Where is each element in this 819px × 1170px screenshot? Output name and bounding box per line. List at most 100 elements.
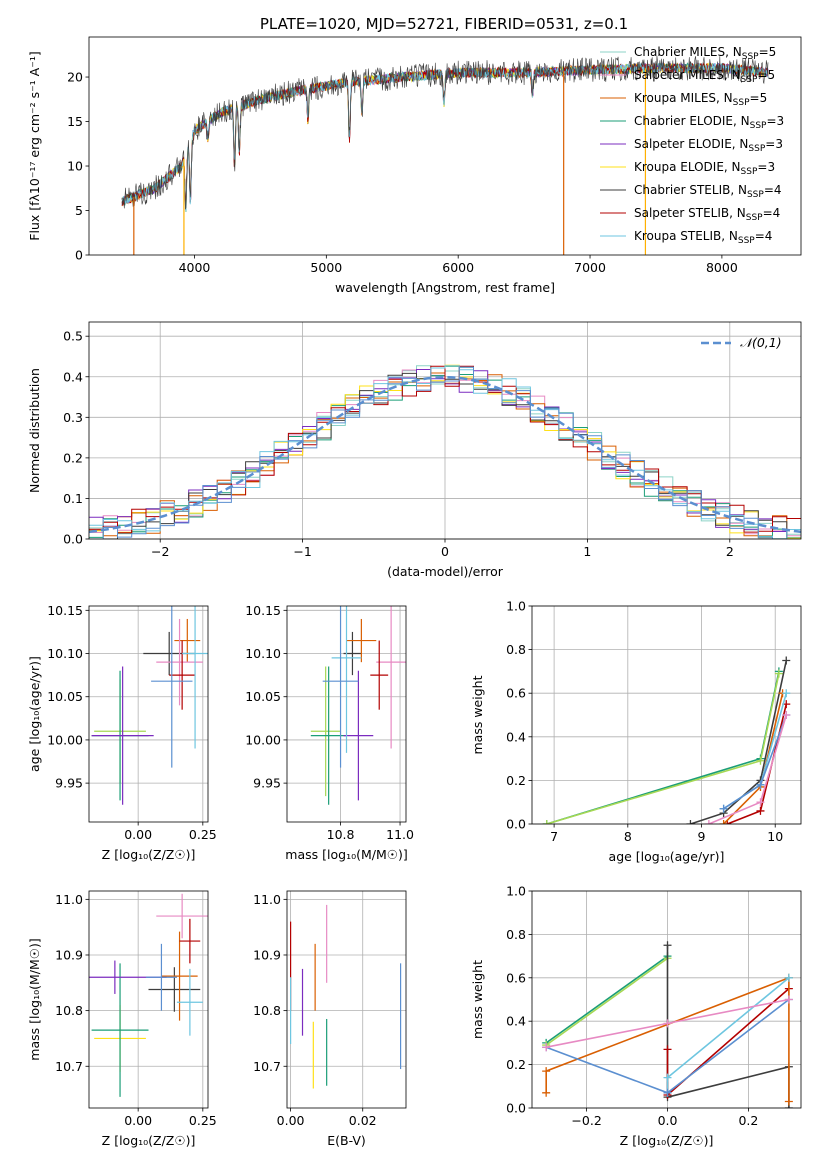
x-tick-label: 10.8	[327, 827, 355, 842]
x-axis-label: age [log₁₀(age/yr)]	[609, 849, 725, 864]
weight-marker	[542, 1067, 551, 1076]
y-tick-label: 10.05	[47, 689, 83, 704]
x-tick-label: 7000	[574, 260, 606, 275]
plot-area	[91, 606, 208, 805]
y-tick-label: 0.3	[63, 410, 83, 425]
plot-area	[89, 364, 801, 539]
y-tick-label: 10.10	[47, 646, 83, 661]
weight-line-6	[666, 977, 790, 1093]
weight-marker	[719, 820, 728, 824]
y-tick-label: 0.2	[63, 450, 83, 465]
y-tick-label: 10.9	[55, 947, 83, 962]
weight-marker	[782, 656, 791, 665]
y-tick-label: 0	[75, 248, 83, 263]
x-axis-label: (data-model)/error	[387, 564, 504, 579]
x-tick-label: −1	[293, 544, 311, 559]
legend: Chabrier MILES, NSSP=5 Salpeter MILES, NS…	[600, 45, 784, 246]
axes-frame	[531, 890, 802, 1109]
x-axis-label: Z [log₁₀(Z/Z☉)]	[102, 1133, 196, 1148]
y-tick-label: 10.7	[253, 1059, 281, 1074]
x-tick-label: 7	[550, 829, 558, 844]
residuals-panel: −2 −1 0 1 2 0.0 0.1 0.2 0.3 0.4 0.5 (data-model)/er…	[27, 321, 802, 579]
spectrum-line-7	[121, 55, 769, 210]
x-tick-label: 0.00	[124, 1113, 152, 1128]
axes-frame	[88, 36, 802, 256]
y-tick-label: 10.8	[55, 1003, 83, 1018]
axes-frame	[88, 890, 209, 1109]
x-tick-label: 10	[767, 829, 783, 844]
figure-title: PLATE=1020, MJD=52721, FIBERID=0531, z=0…	[260, 15, 628, 33]
y-tick-label: 10.00	[245, 732, 281, 747]
weight-marker	[663, 1088, 672, 1097]
y-tick-label: 0.5	[63, 329, 83, 344]
y-tick-label: 15	[67, 114, 83, 129]
x-axis-label: Z [log₁₀(Z/Z☉)]	[102, 847, 196, 862]
y-tick-label: 11.0	[55, 892, 83, 907]
y-axis-label: Normed distribution	[27, 368, 42, 493]
weight-marker	[542, 1088, 551, 1097]
plot-area	[542, 941, 793, 1108]
y-tick-label: 10.8	[253, 1003, 281, 1018]
x-tick-label: −0.2	[571, 1113, 601, 1128]
axes-frame	[286, 605, 407, 823]
y-tick-label: 10.7	[55, 1059, 83, 1074]
weight-line-2	[546, 673, 780, 824]
legend-label-8: Salpeter STELIB, NSSP=4	[634, 206, 780, 223]
grid	[287, 891, 406, 1108]
y-axis-label: mass [log₁₀(M/M☉)]	[27, 938, 42, 1060]
legend-label-2: Salpeter MILES, NSSP=5	[634, 68, 775, 85]
weight-line-1	[545, 955, 668, 1044]
y-tick-label: 0.4	[506, 729, 526, 744]
x-tick-label: 0.25	[189, 1113, 217, 1128]
legend-label-4: Chabrier ELODIE, NSSP=3	[634, 114, 784, 131]
weight-marker	[663, 1073, 672, 1082]
grid	[89, 891, 208, 1108]
x-tick-label: −2	[151, 544, 169, 559]
y-tick-label: 9.95	[253, 776, 281, 791]
x-tick-label: 1	[583, 544, 591, 559]
weight-marker	[542, 820, 551, 824]
x-axis-label: E(B-V)	[327, 1133, 366, 1148]
legend-label-7: Chabrier STELIB, NSSP=4	[634, 183, 782, 200]
y-tick-label: 0.8	[506, 927, 526, 942]
y-tick-label: 1.0	[506, 599, 526, 614]
weight-marker	[782, 711, 791, 719]
y-tick-label: 0.6	[506, 686, 526, 701]
mass-vs-ebv-panel: 0.00 0.02 10.7 10.8 10.9 11.0 E(B-V)	[253, 890, 407, 1148]
y-tick-label: 9.95	[55, 776, 83, 791]
y-tick-label: 0.6	[506, 970, 526, 985]
y-tick-label: 0.4	[63, 369, 83, 384]
weight-line-2	[545, 957, 668, 1046]
y-axis-label: age [log₁₀(age/yr)]	[27, 656, 42, 772]
weight-marker	[663, 1045, 672, 1054]
y-tick-label: 0.2	[506, 773, 526, 788]
x-axis-label: Z [log₁₀(Z/Z☉)]	[620, 1133, 714, 1148]
weight-marker	[756, 806, 765, 815]
weight-marker	[719, 804, 728, 813]
x-tick-label: 8000	[706, 260, 738, 275]
plot-area	[310, 606, 406, 805]
spectrum-panel: 4000 5000 6000 7000 8000 0 5 10 15 20 wavelength […	[27, 36, 802, 295]
normal-reference-curve	[89, 375, 801, 534]
axes-frame	[88, 605, 209, 823]
grid	[89, 606, 208, 822]
y-axis-label: mass weight	[470, 960, 485, 1039]
y-tick-label: 10	[67, 159, 83, 174]
x-tick-label: 0	[441, 544, 449, 559]
x-tick-label: 5000	[310, 260, 342, 275]
y-tick-label: 10.00	[47, 732, 83, 747]
y-tick-label: 5	[75, 203, 83, 218]
y-tick-label: 0.0	[506, 1101, 526, 1116]
axes-frame	[88, 321, 802, 540]
weight-marker	[542, 1043, 551, 1052]
y-tick-label: 0.4	[506, 1014, 526, 1029]
weight-marker	[756, 780, 765, 789]
legend-label: 𝒩(0,1)	[740, 335, 782, 350]
y-tick-label: 0.2	[506, 1057, 526, 1072]
weight-marker	[704, 820, 713, 824]
x-tick-label: 0.2	[738, 1113, 758, 1128]
y-tick-label: 10.15	[47, 603, 83, 618]
x-tick-label: 0.25	[189, 827, 217, 842]
y-tick-label: 0.0	[506, 817, 526, 832]
